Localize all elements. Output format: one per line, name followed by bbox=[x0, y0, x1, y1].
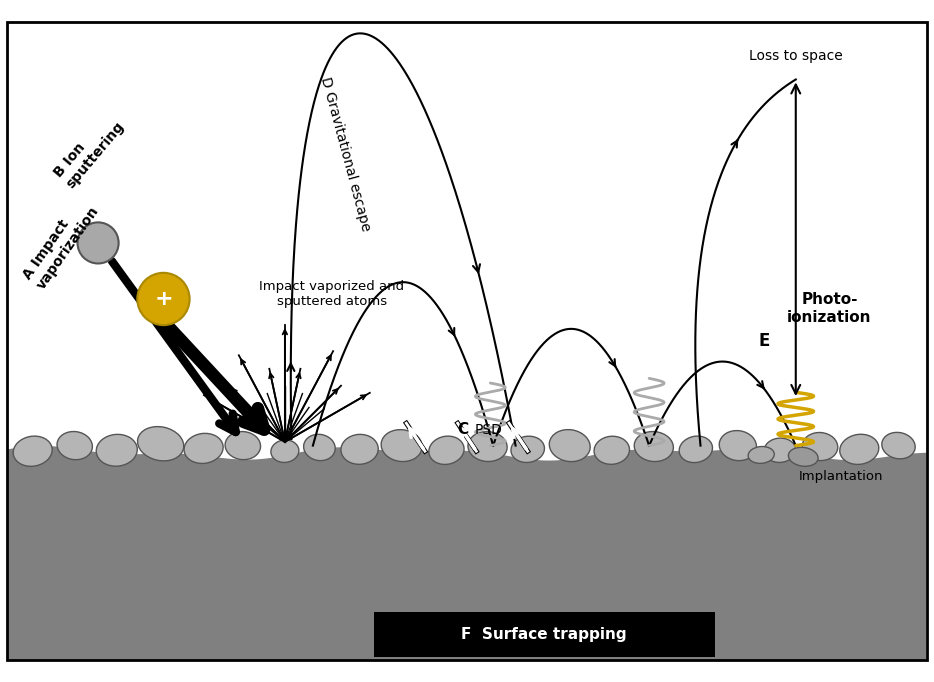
Ellipse shape bbox=[429, 436, 464, 464]
Text: F  Surface trapping: F Surface trapping bbox=[461, 627, 627, 642]
Ellipse shape bbox=[13, 436, 52, 466]
Ellipse shape bbox=[468, 432, 507, 462]
Text: PSD: PSD bbox=[474, 423, 502, 436]
Ellipse shape bbox=[679, 436, 713, 462]
Ellipse shape bbox=[594, 436, 630, 464]
Text: A Impact
vaporization: A Impact vaporization bbox=[21, 194, 102, 292]
Ellipse shape bbox=[802, 432, 838, 460]
Text: Photo-
ionization: Photo- ionization bbox=[787, 292, 871, 325]
Ellipse shape bbox=[788, 447, 818, 466]
Ellipse shape bbox=[304, 434, 335, 460]
Text: Implantation: Implantation bbox=[799, 470, 883, 483]
Text: C: C bbox=[458, 422, 469, 437]
Ellipse shape bbox=[381, 430, 422, 462]
Ellipse shape bbox=[184, 433, 223, 464]
Ellipse shape bbox=[225, 432, 261, 460]
Ellipse shape bbox=[341, 434, 378, 464]
FancyBboxPatch shape bbox=[374, 612, 715, 657]
Circle shape bbox=[78, 222, 119, 263]
Ellipse shape bbox=[764, 438, 796, 462]
Ellipse shape bbox=[748, 447, 774, 463]
Ellipse shape bbox=[96, 434, 137, 466]
Ellipse shape bbox=[840, 434, 879, 464]
Text: B Ion
sputtering: B Ion sputtering bbox=[51, 108, 127, 191]
Text: Loss to space: Loss to space bbox=[749, 49, 842, 63]
Ellipse shape bbox=[57, 432, 92, 460]
Ellipse shape bbox=[634, 432, 673, 462]
Circle shape bbox=[137, 273, 190, 325]
Ellipse shape bbox=[882, 432, 915, 459]
Ellipse shape bbox=[137, 427, 184, 461]
Polygon shape bbox=[7, 446, 927, 660]
Ellipse shape bbox=[719, 430, 757, 460]
Ellipse shape bbox=[511, 436, 545, 462]
Text: E: E bbox=[758, 332, 770, 350]
Text: D Gravitational escape: D Gravitational escape bbox=[318, 76, 373, 233]
Text: Impact vaporized and
sputtered atoms: Impact vaporized and sputtered atoms bbox=[259, 280, 404, 308]
Ellipse shape bbox=[549, 430, 590, 462]
Text: +: + bbox=[154, 289, 173, 309]
Ellipse shape bbox=[271, 440, 299, 462]
